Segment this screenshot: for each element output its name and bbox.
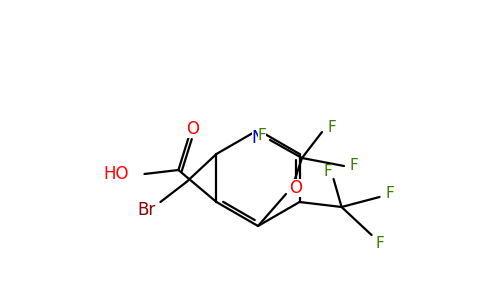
Text: F: F <box>385 187 394 202</box>
Text: F: F <box>323 164 332 178</box>
Text: F: F <box>349 158 358 173</box>
Text: HO: HO <box>103 165 128 183</box>
Text: O: O <box>289 179 302 197</box>
Text: F: F <box>375 236 384 250</box>
Text: Br: Br <box>137 201 155 219</box>
Text: O: O <box>186 120 199 138</box>
Text: N: N <box>252 129 264 147</box>
Text: F: F <box>257 128 266 142</box>
Text: F: F <box>328 119 336 134</box>
